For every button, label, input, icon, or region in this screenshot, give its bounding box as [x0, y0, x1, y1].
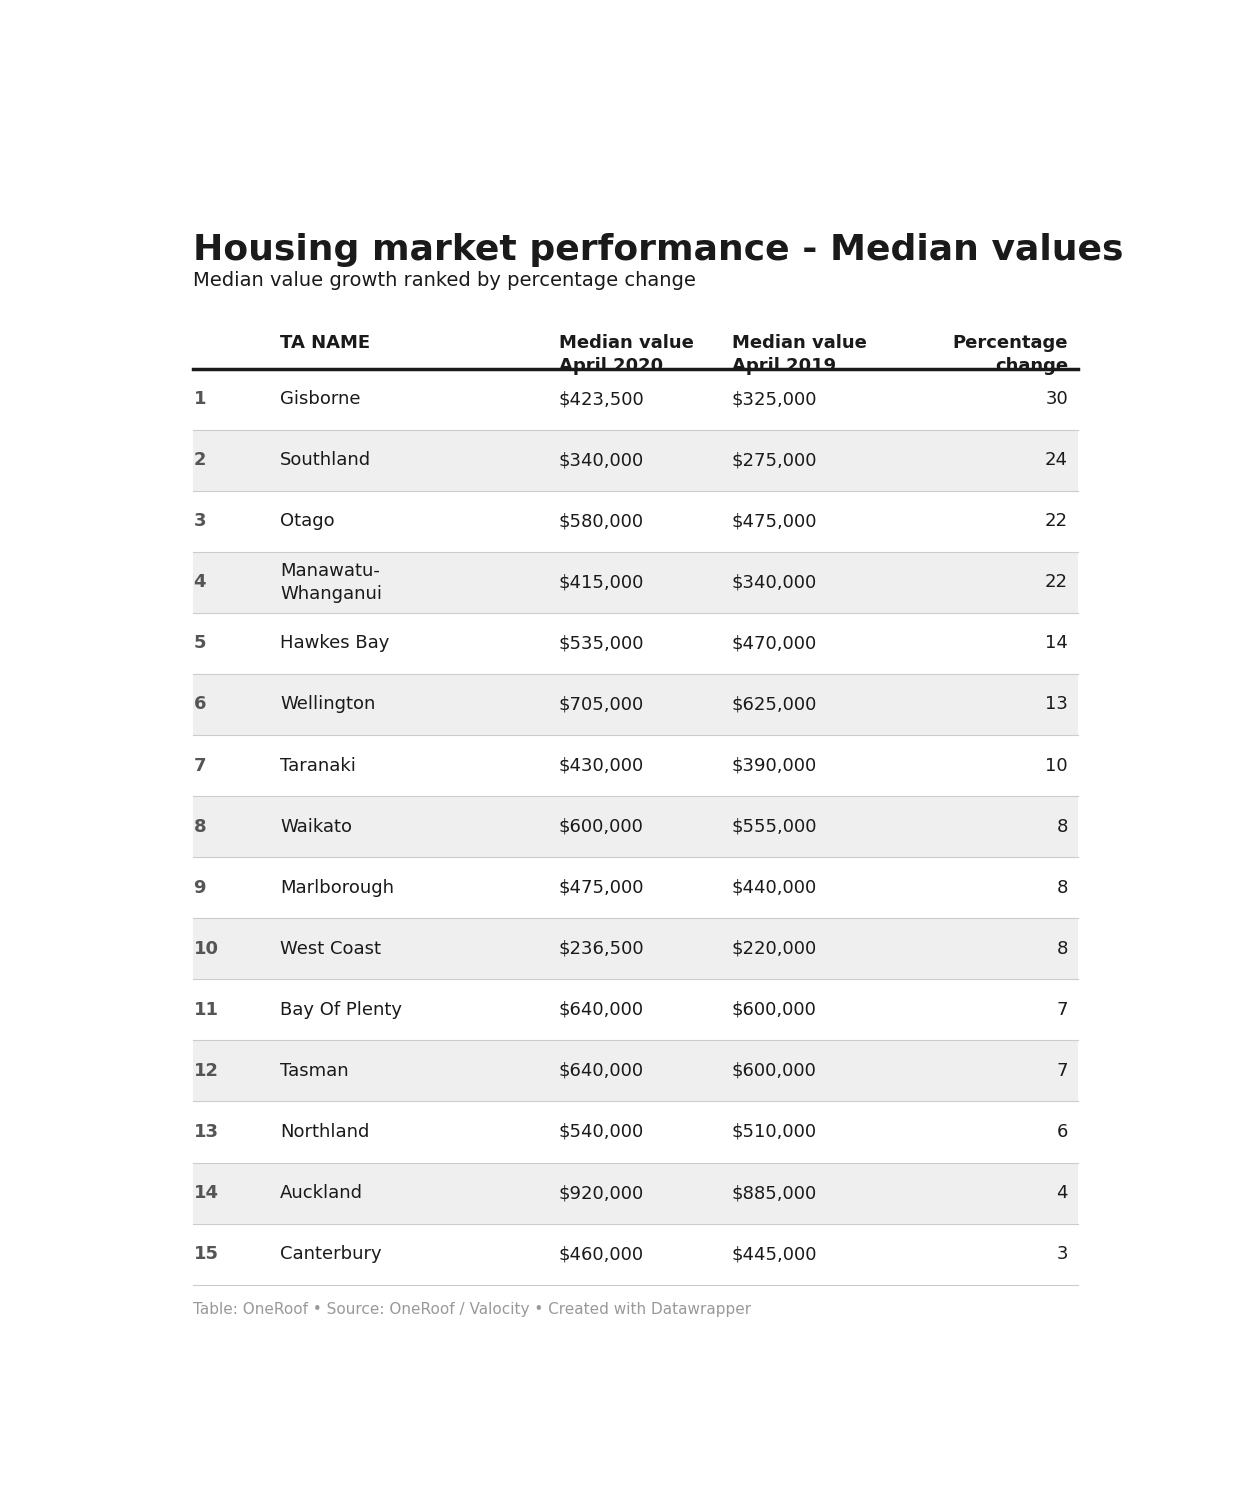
Text: $415,000: $415,000 [558, 574, 644, 592]
Bar [193, 369, 1078, 429]
Text: $705,000: $705,000 [558, 696, 644, 714]
Text: $580,000: $580,000 [558, 512, 644, 530]
Text: Manawatu-
Whanganui: Manawatu- Whanganui [280, 562, 382, 602]
Text: $423,500: $423,500 [558, 390, 645, 408]
Text: Otago: Otago [280, 512, 335, 530]
Text: $540,000: $540,000 [558, 1123, 644, 1142]
Text: 3: 3 [1056, 1245, 1068, 1264]
Bar [193, 797, 1078, 857]
Text: Southland: Southland [280, 452, 371, 470]
Text: Median value
April 2019: Median value April 2019 [732, 334, 867, 375]
Text: 3: 3 [193, 512, 206, 530]
Bar [193, 1041, 1078, 1101]
Text: $236,500: $236,500 [558, 940, 645, 958]
Text: $920,000: $920,000 [558, 1184, 644, 1202]
Text: West Coast: West Coast [280, 940, 381, 958]
Text: Median value
April 2020: Median value April 2020 [558, 334, 693, 375]
Text: 4: 4 [1056, 1184, 1068, 1202]
Text: 7: 7 [193, 756, 206, 774]
Text: 8: 8 [193, 818, 206, 836]
Text: 7: 7 [1056, 1062, 1068, 1080]
Text: $640,000: $640,000 [558, 1001, 644, 1020]
Text: 22: 22 [1045, 574, 1068, 592]
Text: 14: 14 [193, 1184, 218, 1202]
Bar [193, 675, 1078, 735]
Text: $430,000: $430,000 [558, 756, 644, 774]
Text: Housing market performance - Median values: Housing market performance - Median valu… [193, 233, 1123, 267]
Text: Bay Of Plenty: Bay Of Plenty [280, 1001, 402, 1020]
Text: $325,000: $325,000 [732, 390, 817, 408]
Text: Marlborough: Marlborough [280, 878, 394, 896]
Text: $600,000: $600,000 [558, 818, 644, 836]
Text: Table: OneRoof • Source: OneRoof / Valocity • Created with Datawrapper: Table: OneRoof • Source: OneRoof / Valoc… [193, 1303, 751, 1318]
Text: 15: 15 [193, 1245, 218, 1264]
Text: Gisborne: Gisborne [280, 390, 361, 408]
Text: $885,000: $885,000 [732, 1184, 817, 1202]
Text: $475,000: $475,000 [558, 878, 644, 896]
Text: 22: 22 [1045, 512, 1068, 530]
Text: 6: 6 [1056, 1123, 1068, 1142]
Text: 6: 6 [193, 696, 206, 714]
Text: 7: 7 [1056, 1001, 1068, 1020]
Text: 30: 30 [1045, 390, 1068, 408]
Text: Taranaki: Taranaki [280, 756, 356, 774]
Bar [193, 735, 1078, 797]
Text: Wellington: Wellington [280, 696, 376, 714]
Text: Median value growth ranked by percentage change: Median value growth ranked by percentage… [193, 271, 697, 291]
Text: Hawkes Bay: Hawkes Bay [280, 634, 389, 652]
Text: Northland: Northland [280, 1123, 370, 1142]
Text: 2: 2 [193, 452, 206, 470]
Text: 14: 14 [1045, 634, 1068, 652]
Text: $460,000: $460,000 [558, 1245, 644, 1264]
Text: Tasman: Tasman [280, 1062, 348, 1080]
Text: 24: 24 [1045, 452, 1068, 470]
Text: $340,000: $340,000 [558, 452, 644, 470]
Bar [193, 1223, 1078, 1285]
Bar [193, 1101, 1078, 1163]
Text: $625,000: $625,000 [732, 696, 817, 714]
Text: $600,000: $600,000 [732, 1062, 816, 1080]
Text: 13: 13 [193, 1123, 218, 1142]
Text: 4: 4 [193, 574, 206, 592]
Bar [193, 1163, 1078, 1223]
Text: 11: 11 [193, 1001, 218, 1020]
Text: 8: 8 [1056, 818, 1068, 836]
Text: $600,000: $600,000 [732, 1001, 816, 1020]
Text: $555,000: $555,000 [732, 818, 817, 836]
Bar [193, 491, 1078, 551]
Text: $220,000: $220,000 [732, 940, 817, 958]
Bar [193, 429, 1078, 491]
Text: $470,000: $470,000 [732, 634, 817, 652]
Text: $340,000: $340,000 [732, 574, 817, 592]
Text: $440,000: $440,000 [732, 878, 817, 896]
Text: 8: 8 [1056, 878, 1068, 896]
Bar [193, 919, 1078, 979]
Text: 13: 13 [1045, 696, 1068, 714]
Text: 8: 8 [1056, 940, 1068, 958]
Text: 10: 10 [193, 940, 218, 958]
Text: $390,000: $390,000 [732, 756, 817, 774]
Text: 10: 10 [1045, 756, 1068, 774]
Bar [193, 551, 1078, 613]
Text: Percentage
change: Percentage change [952, 334, 1068, 375]
Bar [193, 979, 1078, 1041]
Text: 1: 1 [193, 390, 206, 408]
Text: $535,000: $535,000 [558, 634, 644, 652]
Text: TA NAME: TA NAME [280, 334, 370, 352]
Text: $275,000: $275,000 [732, 452, 817, 470]
Text: 9: 9 [193, 878, 206, 896]
Text: $445,000: $445,000 [732, 1245, 817, 1264]
Text: $510,000: $510,000 [732, 1123, 817, 1142]
Text: 12: 12 [193, 1062, 218, 1080]
Text: Waikato: Waikato [280, 818, 352, 836]
Text: $640,000: $640,000 [558, 1062, 644, 1080]
Bar [193, 613, 1078, 675]
Text: 5: 5 [193, 634, 206, 652]
Text: Canterbury: Canterbury [280, 1245, 382, 1264]
Bar [193, 857, 1078, 919]
Text: $475,000: $475,000 [732, 512, 817, 530]
Text: Auckland: Auckland [280, 1184, 363, 1202]
